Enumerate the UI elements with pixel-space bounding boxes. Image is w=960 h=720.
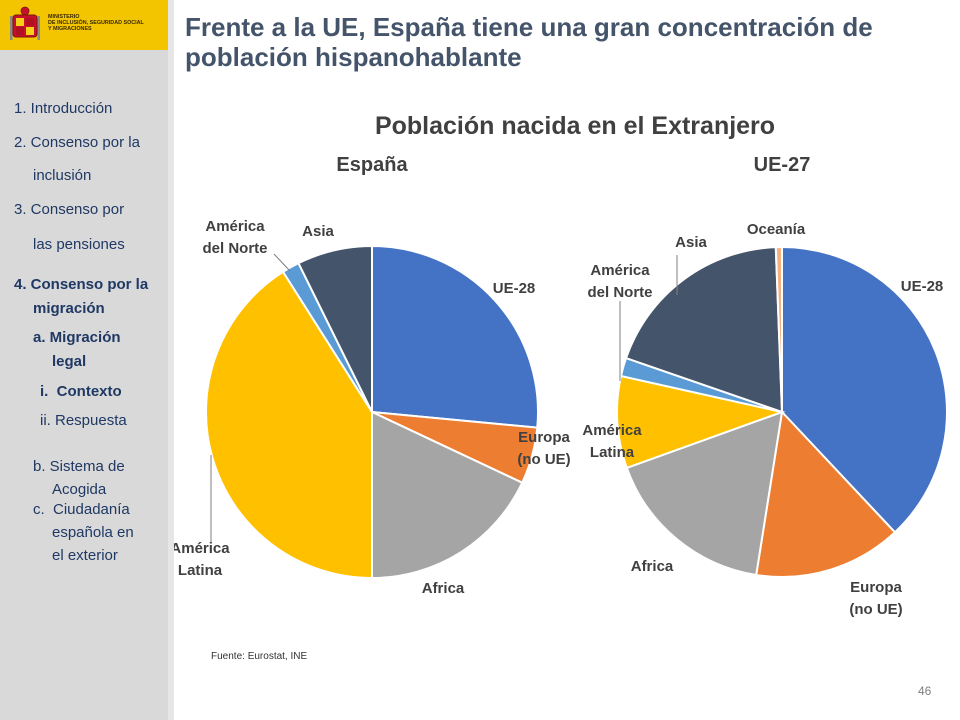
sidebar-item-consenso-pensiones-cont[interactable]: las pensiones xyxy=(33,236,125,253)
sidebar-item-respuesta[interactable]: ii. Respuesta xyxy=(40,412,127,429)
pie-slice xyxy=(625,410,784,577)
chart-subtitle-ue27: UE-27 xyxy=(754,154,811,176)
source-note: Fuente: Eurostat, INE xyxy=(211,651,308,662)
sidebar-item-introduccion[interactable]: 1. Introducción xyxy=(14,100,113,117)
ministry-name-line: MINISTERIO xyxy=(48,14,80,20)
sidebar-item-sistema-acogida[interactable]: b. Sistema de xyxy=(33,458,125,475)
pie-slice xyxy=(624,246,784,414)
slice-label-line: Europa xyxy=(518,429,570,446)
slice-label: América del Norte xyxy=(202,218,267,257)
pie-ue27 xyxy=(616,245,948,578)
slice-label: Europa (no UE) xyxy=(517,429,570,468)
slice-label-line: UE-28 xyxy=(901,278,944,295)
slice-label-line: Asia xyxy=(302,223,334,240)
slice-label-line: Africa xyxy=(631,558,674,575)
leader-line xyxy=(273,253,291,272)
slide-title: Frente a la UE, España tiene una gran co… xyxy=(185,12,873,72)
sidebar-divider xyxy=(168,0,174,720)
pie-espana xyxy=(205,244,539,580)
slice-label-line: Latina xyxy=(590,444,635,461)
sidebar-item-consenso-pensiones[interactable]: 3. Consenso por xyxy=(14,201,125,218)
slice-label-line: América xyxy=(582,422,642,439)
pie-slice xyxy=(616,374,786,470)
pie-charts: Población nacida en el Extranjero España… xyxy=(174,112,948,618)
slice-label: Asia xyxy=(302,223,334,240)
page-number: 46 xyxy=(918,684,932,698)
slice-label-line: UE-28 xyxy=(493,280,536,297)
sidebar-item-contexto[interactable]: i. Contexto xyxy=(40,383,122,400)
slice-label: Africa xyxy=(631,558,674,575)
ministry-name: MINISTERIO DE INCLUSIÓN, SEGURIDAD SOCIA… xyxy=(48,14,144,32)
slice-label-line: América xyxy=(174,540,230,557)
slice-label: Oceanía xyxy=(747,221,806,238)
ministry-logo: MINISTERIO DE INCLUSIÓN, SEGURIDAD SOCIA… xyxy=(0,0,168,50)
chart-title: Población nacida en el Extranjero xyxy=(375,112,775,140)
slice-label: América del Norte xyxy=(587,262,652,301)
slice-label-line: América xyxy=(205,218,265,235)
sidebar-item-ciudadania-cont[interactable]: el exterior xyxy=(52,547,118,564)
coat-of-arms-icon xyxy=(10,6,40,40)
slice-label-line: Africa xyxy=(422,580,465,597)
pie-slice xyxy=(781,245,948,534)
slice-label-line: Oceanía xyxy=(747,221,806,238)
slice-label-line: (no UE) xyxy=(517,451,570,468)
slice-label: Africa xyxy=(422,580,465,597)
slice-label: Asia xyxy=(675,234,707,251)
ministry-name-line: DE INCLUSIÓN, SEGURIDAD SOCIAL xyxy=(48,20,144,26)
sidebar: MINISTERIO DE INCLUSIÓN, SEGURIDAD SOCIA… xyxy=(0,0,168,720)
sidebar-item-consenso-inclusion[interactable]: 2. Consenso por la xyxy=(14,134,140,151)
sidebar-item-ciudadania-cont[interactable]: española en xyxy=(52,524,134,541)
slice-label: América Latina xyxy=(174,540,230,579)
slice-label-line: del Norte xyxy=(202,240,267,257)
sidebar-item-consenso-inclusion-cont[interactable]: inclusión xyxy=(33,167,92,184)
slice-label: UE-28 xyxy=(901,278,944,295)
slice-label-line: del Norte xyxy=(587,284,652,301)
slice-label: Europa (no UE) xyxy=(849,579,902,618)
pie-slice xyxy=(371,244,539,429)
sidebar-item-migracion-legal[interactable]: a. Migración xyxy=(33,329,121,346)
pie-slice xyxy=(755,409,897,578)
pie-slice xyxy=(297,244,373,413)
sidebar-item-consenso-migracion-cont[interactable]: migración xyxy=(33,300,105,317)
pie-slice xyxy=(774,245,783,413)
sidebar-item-migracion-legal-cont[interactable]: legal xyxy=(52,353,87,370)
slice-label-line: Europa xyxy=(850,579,902,596)
slice-label-line: Asia xyxy=(675,234,707,251)
chart-subtitle-espana: España xyxy=(336,154,408,176)
slice-label: América Latina xyxy=(582,422,642,461)
slice-label-line: (no UE) xyxy=(849,601,902,618)
slice-label: UE-28 xyxy=(493,280,536,297)
sidebar-item-consenso-migracion[interactable]: 4. Consenso por la xyxy=(14,276,149,293)
ministry-name-line: Y MIGRACIONES xyxy=(48,26,92,32)
sidebar-item-sistema-acogida-cont[interactable]: Acogida xyxy=(52,481,107,498)
pie-slice xyxy=(371,410,524,580)
sidebar-item-ciudadania[interactable]: c. Ciudadanía xyxy=(33,501,130,518)
slice-label-line: Latina xyxy=(178,562,223,579)
slice-label-line: América xyxy=(590,262,650,279)
